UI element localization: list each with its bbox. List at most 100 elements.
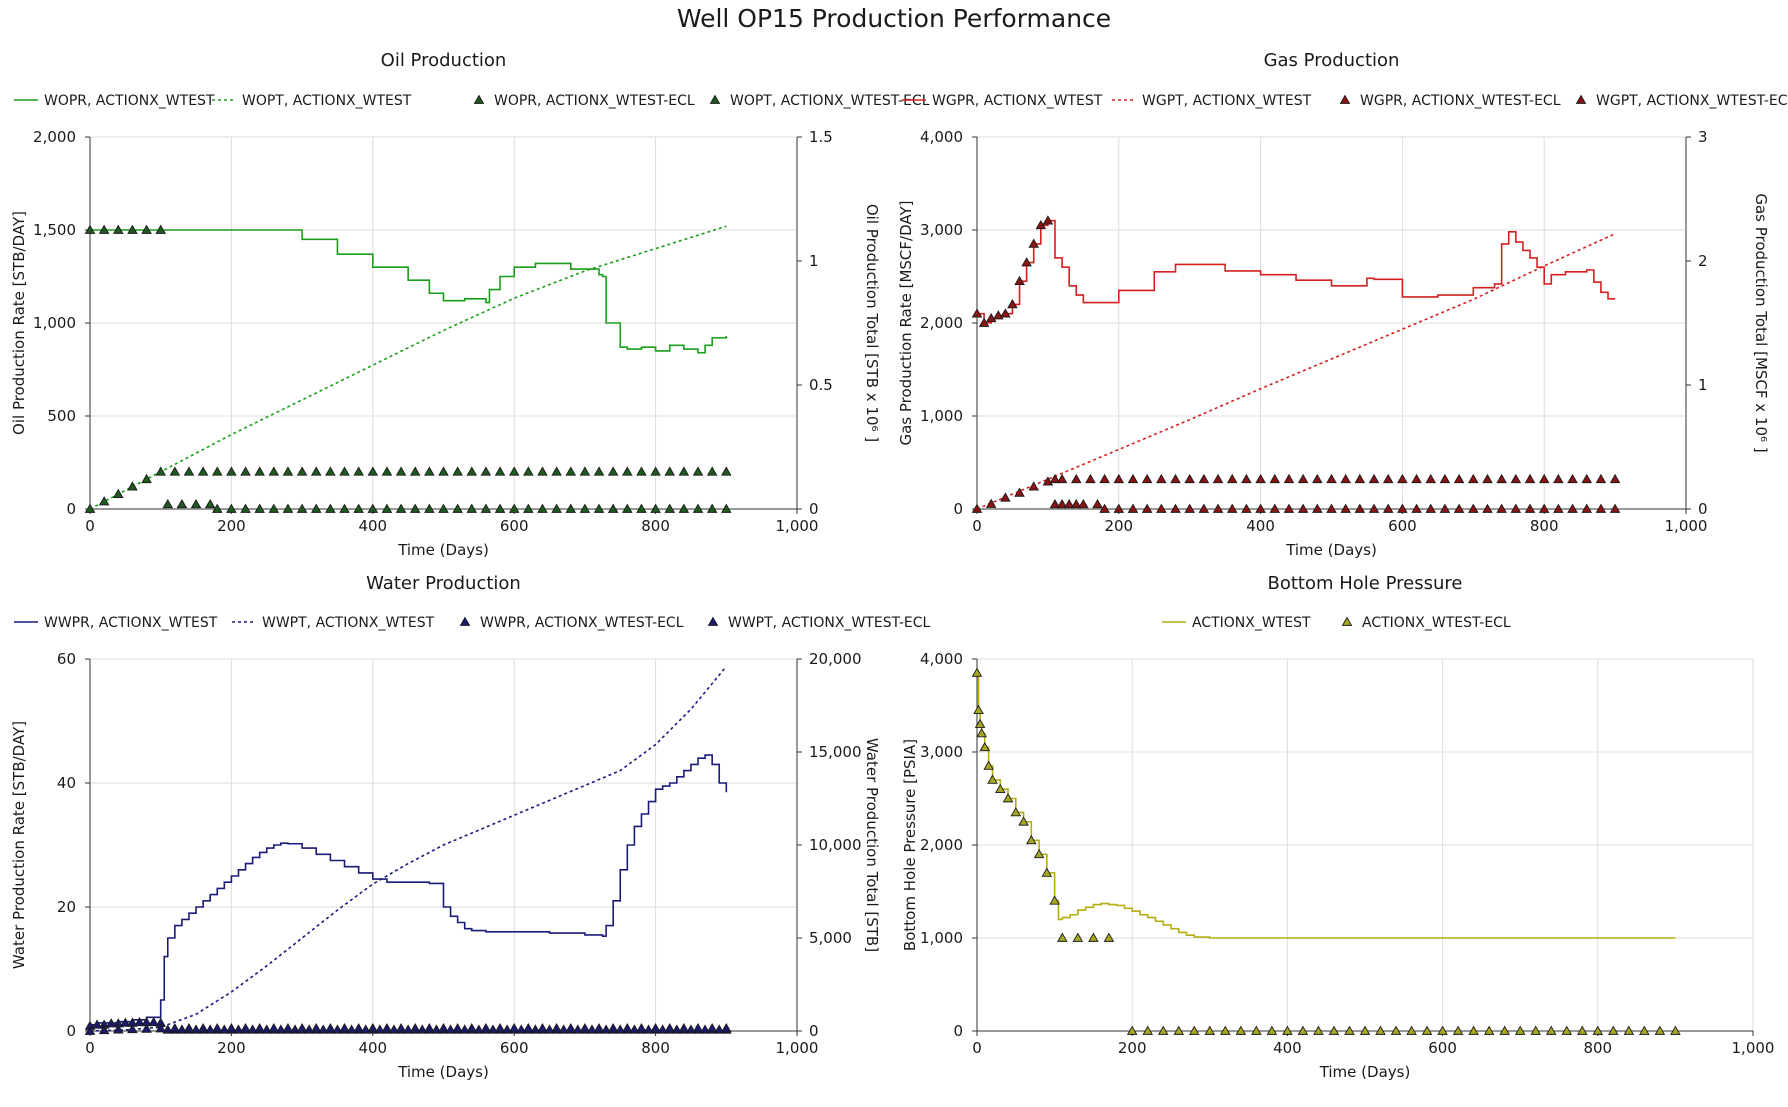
legend-entry: WGPT, ACTIONX_WTEST-ECL [1575,93,1788,109]
data-point-marker [424,466,435,476]
x-tick-label: 1,000 [1665,517,1708,535]
water-x-label: Time (Days) [397,1063,489,1081]
data-point-marker [1063,498,1075,509]
y-tick-label: 3,000 [920,221,963,239]
y2-tick-label: 2 [1698,252,1708,270]
data-point-marker [1070,498,1082,509]
data-point-marker [551,466,562,476]
data-point-marker [1103,932,1115,942]
data-point-marker [622,503,633,513]
data-point-marker [607,503,619,513]
data-point-marker [1204,1025,1216,1035]
data-point-marker [692,503,704,513]
data-point-marker [409,1022,421,1033]
x-tick-label: 600 [500,517,529,535]
data-point-marker [1072,932,1084,942]
data-point-marker [141,1023,152,1033]
x-tick-label: 1,000 [776,1039,819,1057]
y-tick-label: 2,000 [33,128,76,146]
data-point-marker [985,498,997,508]
y-tick-label: 0 [66,500,76,518]
series-line [89,225,727,510]
y2-tick-label: 0.5 [809,376,833,394]
data-point-marker [183,466,195,476]
data-point-marker [515,1024,527,1034]
data-point-marker [973,704,984,714]
data-point-marker [120,1017,131,1027]
data-point-marker [1113,473,1125,484]
data-point-marker [1157,1025,1169,1035]
data-point-marker [303,1024,315,1034]
data-point-marker [607,466,619,476]
data-point-marker [1510,473,1522,484]
data-point-marker [466,1022,478,1033]
x-tick-label: 1,000 [776,517,819,535]
data-point-marker [1524,473,1536,484]
legend-entry: ACTIONX_WTEST [1162,615,1311,631]
data-point-marker [459,1024,470,1034]
data-point-marker [537,1022,548,1033]
legend-entry: WGPR, ACTIONX_WTEST [902,93,1103,109]
data-point-marker [1042,476,1054,486]
x-tick-label: 200 [1118,1039,1147,1057]
data-point-marker [1198,473,1210,484]
gas-series-3 [971,473,1621,513]
data-point-marker [593,503,605,513]
data-point-marker [98,1024,110,1035]
data-point-marker [508,466,520,476]
y-tick-label: 4,000 [920,650,963,668]
oil-series-3 [84,466,732,513]
data-point-marker [134,1016,145,1027]
data-point-marker [1326,473,1337,484]
data-point-marker [113,488,124,498]
gas-series-1 [976,232,1616,510]
oil-y2-label: Oil Production Total [STB x 10⁶ ] [863,204,881,442]
data-point-marker [1156,473,1167,484]
data-point-marker [1226,473,1238,484]
y-tick-label: 500 [47,407,76,425]
data-point-marker [431,1024,442,1034]
data-point-marker [1439,503,1451,513]
data-point-marker [1126,1025,1138,1035]
y-tick-label: 0 [953,500,963,518]
x-tick-label: 600 [1428,1039,1457,1057]
data-point-marker [247,1024,258,1034]
data-point-marker [593,466,605,476]
y-tick-label: 20 [57,898,76,916]
data-point-marker [127,481,138,491]
data-point-marker [197,1022,209,1033]
data-point-marker [105,1018,117,1028]
data-point-marker [1002,793,1014,803]
data-point-marker [240,503,251,513]
data-point-marker [289,1024,301,1034]
data-point-marker [1170,503,1181,513]
data-point-marker [162,498,174,509]
legend-label: WGPT, ACTIONX_WTEST [1142,93,1312,109]
data-point-marker [254,1022,265,1033]
legend-entry: WGPR, ACTIONX_WTEST-ECL [1339,93,1561,109]
water-series-0 [90,754,728,1026]
data-point-marker [494,466,506,476]
data-point-marker [706,503,718,513]
oil-y-label: Oil Production Rate [STB/DAY] [10,211,28,435]
data-point-marker [508,1022,520,1033]
data-point-marker [1452,1025,1464,1035]
data-point-marker [438,503,449,513]
data-point-marker [1312,503,1323,513]
data-point-marker [1212,473,1224,484]
data-point-marker [1670,1025,1681,1035]
data-point-marker [1482,473,1493,484]
y2-tick-label: 1 [1698,376,1708,394]
data-point-marker [353,466,364,476]
data-point-marker [155,224,166,234]
data-point-marker [395,503,407,513]
data-point-marker [579,503,591,513]
data-point-marker [183,1022,195,1033]
x-tick-label: 200 [1104,517,1133,535]
data-point-marker [1567,473,1578,484]
data-point-marker [643,1024,654,1034]
data-point-marker [325,503,336,513]
oil-x-label: Time (Days) [397,541,489,559]
bhp-chart-title: Bottom Hole Pressure [1268,573,1463,594]
